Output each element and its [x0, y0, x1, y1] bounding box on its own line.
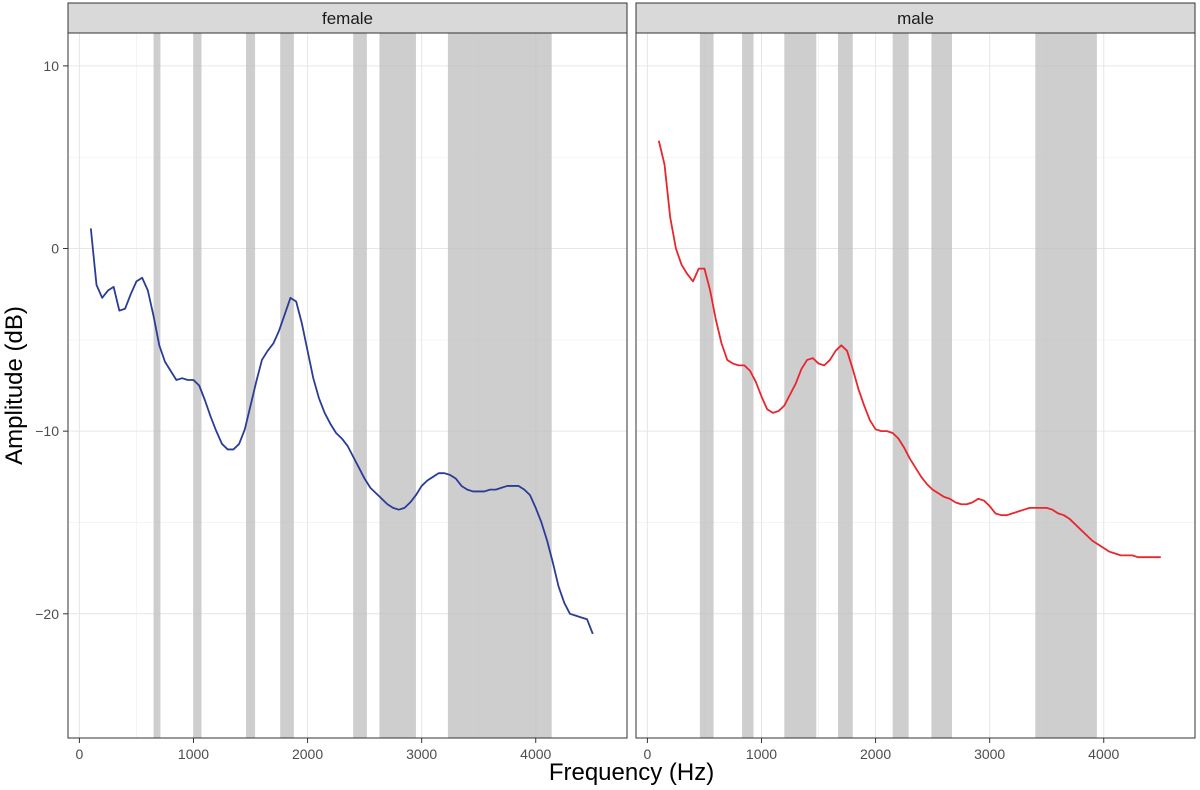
- x-tick-label: 1000: [746, 746, 777, 762]
- facet-strip: [635, 2, 1196, 34]
- series-line-male: [657, 140, 1161, 559]
- shaded-band: [1035, 33, 1097, 738]
- shaded-band: [245, 33, 256, 738]
- y-tick-label: −20: [35, 606, 59, 622]
- facet-label: female: [322, 9, 373, 28]
- shaded-band: [837, 33, 853, 738]
- x-tick-label: 4000: [1088, 746, 1119, 762]
- shaded-band: [353, 33, 367, 738]
- shaded-band: [784, 33, 817, 738]
- y-axis-title: Amplitude (dB): [1, 306, 28, 465]
- shaded-band: [193, 33, 202, 738]
- x-tick-label: 2000: [860, 746, 891, 762]
- x-tick-label: 0: [644, 746, 652, 762]
- x-tick-label: 3000: [974, 746, 1005, 762]
- series-line-female: [89, 228, 594, 635]
- x-tick-label: 3000: [406, 746, 437, 762]
- shaded-band: [931, 33, 953, 738]
- x-tick-label: 4000: [520, 746, 551, 762]
- shaded-band: [892, 33, 909, 738]
- shaded-band: [742, 33, 754, 738]
- shaded-band: [447, 33, 552, 738]
- y-tick-label: 0: [51, 241, 59, 257]
- x-tick-label: 2000: [292, 746, 323, 762]
- panel-male: male 0 1000 2000 3000 4000: [635, 2, 1196, 762]
- x-tick-label: 0: [76, 746, 84, 762]
- x-tick-label: 1000: [178, 746, 209, 762]
- x-axis-title: Frequency (Hz): [549, 759, 714, 786]
- shaded-band: [280, 33, 294, 738]
- shaded-band: [153, 33, 161, 738]
- shaded-band: [379, 33, 416, 738]
- y-tick-label: 10: [43, 58, 59, 74]
- panel-female: female 0 1000 2000 3000 4000 10 0 −10 −20: [35, 2, 628, 762]
- facet-label: male: [897, 9, 934, 28]
- shaded-band: [699, 33, 714, 738]
- y-tick-label: −10: [35, 423, 59, 439]
- panel-background: [636, 33, 1195, 738]
- facet-strip: [67, 2, 628, 34]
